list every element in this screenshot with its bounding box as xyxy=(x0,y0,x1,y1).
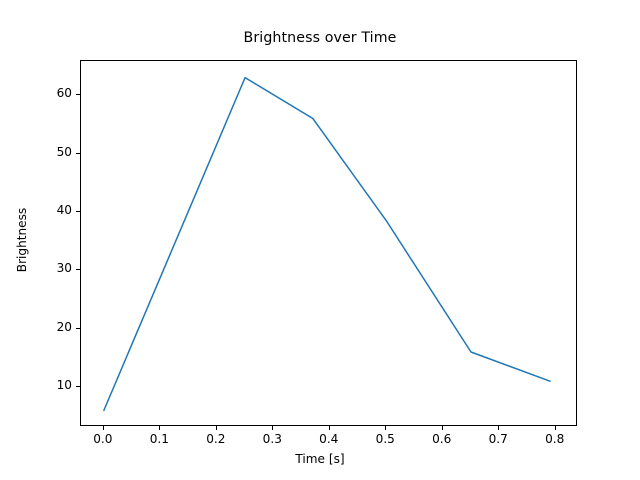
y-tick-label: 30 xyxy=(56,261,72,276)
x-tick-mark xyxy=(385,426,387,430)
plot-area xyxy=(103,76,551,412)
x-tick-label: 0.1 xyxy=(149,432,169,446)
chart-title: Brightness over Time xyxy=(243,30,397,46)
y-tick-label: 10 xyxy=(56,378,72,392)
x-tick-label: 0.0 xyxy=(93,432,113,446)
x-tick-mark xyxy=(554,426,556,430)
y-tick-label: 60 xyxy=(56,86,72,101)
y-tick-mark xyxy=(76,210,80,212)
x-tick-label: 0.7 xyxy=(488,432,508,446)
x-tick-label: 0.8 xyxy=(545,432,565,446)
x-tick-mark xyxy=(441,426,443,430)
x-tick-label: 0.6 xyxy=(432,432,452,446)
x-tick-mark xyxy=(215,426,217,430)
x-tick-mark xyxy=(498,426,500,430)
x-tick-mark xyxy=(272,426,274,430)
x-tick-label: 0.2 xyxy=(206,432,226,446)
x-axis-label: Time [s] xyxy=(295,452,345,466)
y-tick-mark xyxy=(76,94,80,96)
x-tick-mark xyxy=(102,426,104,430)
plot-axes xyxy=(80,60,577,426)
y-tick-label: 20 xyxy=(56,319,72,334)
y-tick-label: 40 xyxy=(56,202,72,217)
x-tick-mark xyxy=(159,426,161,430)
x-tick-label: 0.4 xyxy=(319,432,339,446)
x-tick-mark xyxy=(328,426,330,430)
y-tick-mark xyxy=(76,386,80,388)
y-tick-mark xyxy=(76,327,80,329)
y-tick-mark xyxy=(76,152,80,154)
x-tick-label: 0.3 xyxy=(262,432,282,446)
x-tick-label: 0.5 xyxy=(375,432,395,446)
y-tick-mark xyxy=(76,269,80,271)
y-axis-label: Brightness xyxy=(15,207,29,273)
y-tick-label: 50 xyxy=(56,144,72,159)
data-series-line xyxy=(103,76,551,412)
